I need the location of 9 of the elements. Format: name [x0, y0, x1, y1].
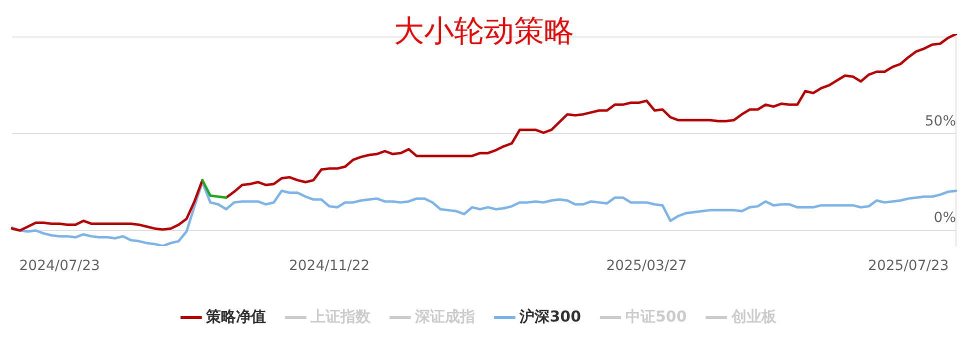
legend-label: 策略净值: [205, 307, 266, 326]
y-tick-label: 50%: [924, 113, 956, 130]
x-tick-label: 2025/03/27: [606, 258, 687, 274]
x-tick-label: 2025/07/23: [868, 258, 949, 274]
legend-label: 沪深300: [518, 307, 581, 326]
y-tick-label: 0%: [934, 210, 956, 226]
x-tick-label: 2024/11/22: [288, 258, 370, 274]
chart-title: 大小轮动策略: [393, 14, 575, 50]
x-tick-label: 2024/07/23: [19, 258, 100, 274]
